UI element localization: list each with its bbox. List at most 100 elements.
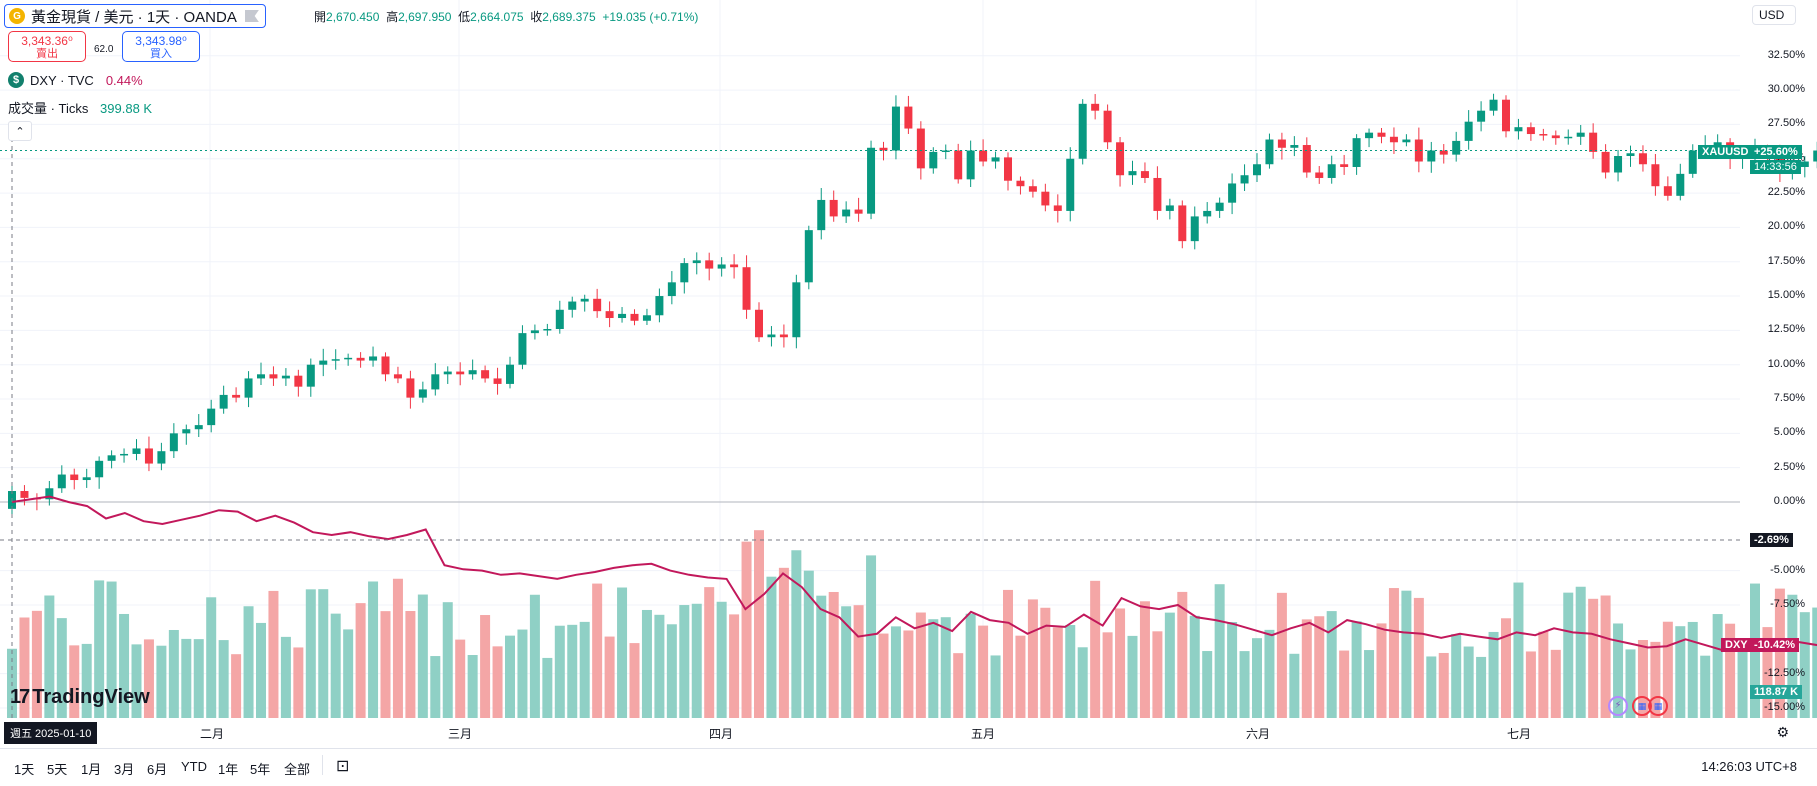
dxy-legend[interactable]: $ DXY · TVC 0.44%: [8, 72, 143, 88]
timeframe-1d[interactable]: 1天: [14, 762, 35, 777]
timeframe-5d[interactable]: 5天: [47, 762, 68, 777]
candle-body: [568, 301, 577, 310]
volume-bar: [1550, 649, 1561, 718]
tradingview-logo[interactable]: 17 TradingView: [10, 686, 150, 708]
price-axis-label: -15.00%: [1764, 700, 1805, 713]
volume-bar: [368, 581, 379, 718]
volume-bar: [1214, 584, 1225, 718]
timeframe-6m[interactable]: 6月: [147, 762, 168, 777]
buy-label: 買入: [150, 48, 172, 60]
candle-body: [45, 488, 54, 500]
event-icon[interactable]: ▦: [1648, 696, 1668, 716]
candle-body: [792, 282, 801, 338]
volume-bar: [1090, 580, 1101, 718]
candle-body: [381, 356, 390, 375]
timeframe-1m[interactable]: 1月: [81, 762, 102, 777]
price-axis-label: 7.50%: [1773, 392, 1805, 405]
candle-body: [1464, 121, 1473, 141]
candle-body: [530, 330, 539, 334]
collapse-legend-button[interactable]: ⌃: [8, 121, 32, 141]
gold-coin-icon: G: [9, 8, 25, 24]
candle-body: [406, 378, 415, 398]
timeframe-3m[interactable]: 3月: [114, 762, 135, 777]
price-axis-label: 12.50%: [1767, 323, 1805, 336]
flag-icon[interactable]: [244, 10, 259, 22]
candle-body: [169, 433, 178, 452]
candle-body: [1477, 110, 1486, 122]
candle-body: [618, 313, 627, 319]
candle-body: [1402, 139, 1411, 143]
volume-bar: [1351, 621, 1362, 718]
timeframe-1y[interactable]: 1年: [218, 762, 239, 777]
volume-legend[interactable]: 成交量 · Ticks 399.88 K: [8, 98, 152, 117]
high-value: 2,697.950: [398, 10, 452, 24]
timeframe-5y[interactable]: 5年: [250, 762, 271, 777]
candle-body: [1178, 205, 1187, 242]
volume-bar: [554, 625, 565, 718]
candle-body: [779, 334, 788, 338]
price-axis-label: -12.50%: [1764, 666, 1805, 679]
timeframe-all[interactable]: 全部: [284, 762, 311, 777]
volume-bar: [1613, 623, 1624, 718]
volume-bar: [1227, 622, 1238, 718]
candle-body: [1190, 216, 1199, 242]
candle-body: [306, 364, 315, 387]
buy-button[interactable]: 3,343.98⁰ 買入: [122, 31, 200, 62]
volume-bar: [1027, 599, 1038, 718]
volume-bar: [218, 640, 229, 718]
volume-bar: [1762, 627, 1773, 718]
candle-body: [182, 429, 191, 434]
volume-bar: [1189, 615, 1200, 718]
volume-bar: [1152, 631, 1163, 718]
month-label: 七月: [1507, 727, 1532, 741]
candle-body: [1253, 164, 1261, 176]
volume-bar: [1812, 607, 1817, 718]
volume-bar: [467, 655, 478, 718]
volume-bar: [56, 618, 67, 718]
volume-bar: [1202, 651, 1213, 718]
symbol-search-button[interactable]: G 黃金現貨 / 美元 · 1天 · OANDA: [4, 4, 266, 28]
volume-bar: [256, 622, 266, 718]
month-label: 五月: [971, 727, 996, 741]
candlestick-series: [8, 93, 1817, 518]
candle-body: [1626, 153, 1635, 157]
volume-bar: [505, 635, 515, 718]
volume-bar: [1799, 612, 1810, 718]
date-range-icon[interactable]: ⊡: [336, 758, 350, 775]
candle-body: [1128, 171, 1137, 176]
candle-body: [1601, 151, 1610, 173]
xauusd-symbol-tag: XAUUSD: [1698, 145, 1753, 159]
dxy-line: [11, 495, 1817, 652]
candle-body: [393, 374, 402, 379]
price-axis-label: 20.00%: [1767, 220, 1805, 233]
clock[interactable]: 14:26:03 UTC+8: [1701, 759, 1797, 774]
candle-body: [929, 151, 938, 169]
volume-bar: [1127, 635, 1138, 718]
candle-body: [431, 374, 440, 390]
volume-bar: [69, 645, 80, 718]
candle-body: [481, 370, 490, 379]
volume-bar: [878, 633, 889, 718]
candle-body: [593, 298, 602, 312]
candle-body: [854, 209, 863, 214]
candle-body: [630, 313, 639, 321]
candle-body: [1103, 110, 1112, 143]
currency-button[interactable]: USD: [1752, 5, 1796, 25]
spread-value: 62.0: [94, 44, 114, 55]
settings-icon[interactable]: ⚙: [1776, 724, 1789, 740]
candle-body: [1651, 164, 1660, 187]
timeframe-ytd[interactable]: YTD: [181, 759, 207, 774]
volume-bar: [1787, 594, 1798, 718]
compare-icon[interactable]: ⚡: [1608, 696, 1628, 716]
volume-bar: [816, 595, 827, 718]
volume-bar: [1139, 601, 1150, 718]
chevron-up-icon: ⌃: [15, 125, 25, 138]
candle-body: [717, 264, 726, 269]
candle-body: [979, 150, 988, 162]
sell-button[interactable]: 3,343.36⁰ 賣出: [8, 31, 86, 62]
volume-bar: [1003, 589, 1013, 718]
price-axis-label: 30.00%: [1767, 83, 1805, 96]
volume-bar: [492, 646, 503, 718]
change-value: +19.035 (+0.71%): [602, 10, 699, 24]
